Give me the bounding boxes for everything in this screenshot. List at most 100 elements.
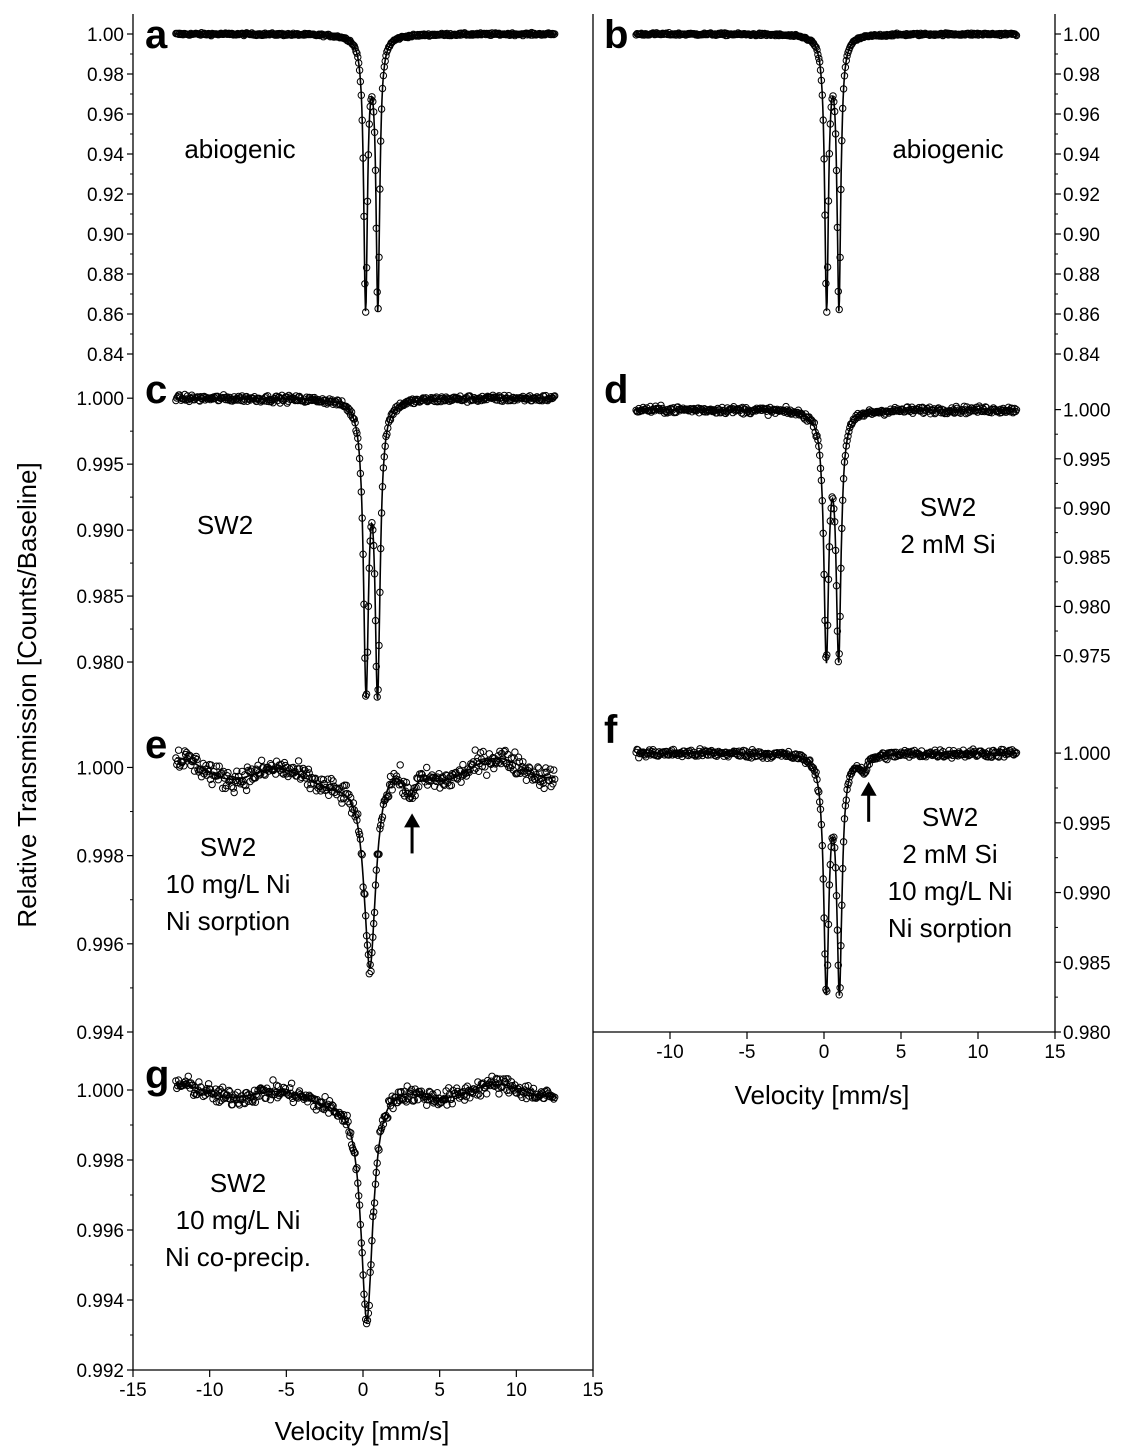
ytick-label: 0.980 bbox=[1063, 597, 1111, 618]
data-point bbox=[831, 130, 840, 138]
data-point bbox=[826, 120, 834, 128]
data-point bbox=[379, 464, 388, 472]
data-point bbox=[362, 1319, 371, 1328]
ytick-label: 0.994 bbox=[76, 1291, 124, 1312]
data-point bbox=[193, 755, 201, 764]
data-point bbox=[294, 757, 303, 765]
ytick-label: 0.94 bbox=[87, 145, 124, 166]
data-point bbox=[355, 827, 363, 836]
data-point bbox=[248, 765, 256, 773]
data-point bbox=[379, 1120, 388, 1128]
data-point bbox=[360, 600, 368, 608]
data-point bbox=[202, 761, 210, 770]
data-point bbox=[362, 912, 370, 920]
panel-e: 0.994 0.996 0.998 1.000 e SW2 10 mg/L Ni Ni sor… bbox=[76, 723, 559, 1044]
sample-label: Ni sorption bbox=[888, 913, 1012, 943]
data-point bbox=[324, 775, 332, 783]
data-point bbox=[356, 835, 365, 843]
data-point bbox=[355, 59, 363, 67]
data-point bbox=[378, 483, 387, 491]
data-point bbox=[380, 453, 388, 461]
data-point bbox=[836, 253, 844, 262]
data-point bbox=[374, 304, 382, 313]
data-point bbox=[224, 768, 232, 777]
data-point bbox=[495, 1090, 503, 1098]
ytick-label: 0.96 bbox=[1063, 105, 1100, 126]
data-point bbox=[1012, 406, 1021, 414]
data-point bbox=[843, 785, 851, 794]
data-point bbox=[839, 85, 848, 93]
data-point bbox=[215, 762, 223, 770]
data-point bbox=[281, 1085, 290, 1093]
xtick-label: 0 bbox=[358, 1380, 369, 1401]
data-point bbox=[356, 469, 365, 478]
data-point bbox=[838, 901, 846, 909]
data-point bbox=[353, 429, 361, 437]
data-point bbox=[824, 920, 833, 929]
data-point bbox=[376, 825, 384, 833]
data-point bbox=[1011, 30, 1019, 38]
data-point bbox=[534, 763, 542, 771]
data-point bbox=[813, 432, 821, 440]
data-point bbox=[409, 1097, 418, 1105]
data-point bbox=[334, 786, 343, 794]
data-point bbox=[925, 750, 933, 758]
data-point bbox=[257, 756, 266, 764]
data-point bbox=[840, 815, 849, 823]
data-point bbox=[329, 777, 337, 785]
data-point bbox=[226, 1088, 234, 1096]
data-point bbox=[358, 851, 366, 859]
ytick-label: 0.84 bbox=[87, 345, 124, 366]
data-point bbox=[299, 764, 307, 773]
data-points-b bbox=[632, 29, 1021, 316]
data-point bbox=[366, 537, 374, 545]
data-point bbox=[815, 788, 823, 796]
ytick-label: 0.980 bbox=[1063, 1023, 1111, 1044]
data-point bbox=[483, 771, 491, 779]
ytick-label: 0.975 bbox=[1063, 647, 1111, 668]
data-point bbox=[820, 570, 828, 579]
panel-letter: a bbox=[145, 13, 168, 57]
data-point bbox=[384, 1114, 392, 1122]
data-point bbox=[816, 451, 824, 459]
data-point bbox=[803, 417, 811, 425]
data-point bbox=[203, 1084, 211, 1093]
data-point bbox=[805, 757, 813, 765]
data-point bbox=[355, 1201, 364, 1209]
sample-label: SW2 bbox=[200, 832, 256, 862]
data-point bbox=[354, 434, 362, 442]
data-point bbox=[362, 308, 370, 316]
panel-a: 0.84 0.86 0.88 0.90 0.92 0.94 0.96 0.98 1.00 a abi… bbox=[87, 13, 559, 366]
data-point bbox=[835, 305, 843, 314]
arrow-icon bbox=[404, 813, 421, 828]
data-point bbox=[832, 166, 841, 175]
ytick-label: 0.996 bbox=[76, 1221, 124, 1242]
data-point bbox=[812, 768, 820, 776]
data-point bbox=[840, 72, 849, 80]
xtick-label: 10 bbox=[506, 1380, 527, 1401]
data-point bbox=[302, 769, 311, 777]
data-point bbox=[475, 1090, 483, 1098]
data-point bbox=[363, 941, 372, 949]
data-point bbox=[549, 394, 557, 402]
data-point bbox=[271, 765, 279, 773]
data-point bbox=[1011, 750, 1020, 758]
data-point bbox=[375, 253, 383, 261]
data-point bbox=[369, 526, 377, 534]
data-point bbox=[230, 788, 238, 797]
panel-letter: f bbox=[604, 708, 618, 752]
data-point bbox=[360, 1290, 368, 1298]
data-point bbox=[235, 777, 244, 785]
data-point bbox=[549, 780, 557, 788]
data-point bbox=[180, 762, 188, 770]
data-points-g bbox=[172, 1072, 559, 1328]
data-point bbox=[347, 1129, 355, 1137]
ytick-label: 0.86 bbox=[1063, 305, 1100, 326]
data-point bbox=[426, 773, 434, 781]
ytick-label: 1.000 bbox=[76, 389, 124, 410]
data-point bbox=[454, 771, 463, 780]
ytick-label: 0.994 bbox=[76, 1023, 124, 1044]
data-point bbox=[811, 428, 819, 436]
data-point bbox=[839, 475, 848, 483]
data-point bbox=[550, 392, 558, 401]
